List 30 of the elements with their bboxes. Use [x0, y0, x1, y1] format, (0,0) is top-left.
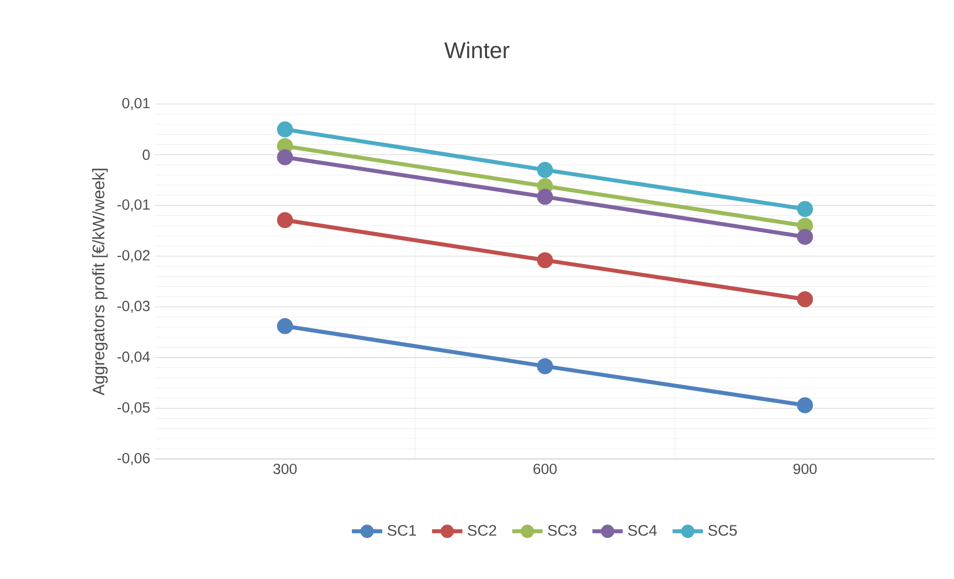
- x-tick-label: 600: [534, 464, 557, 474]
- y-tick-label: -0,02: [118, 250, 150, 262]
- y-tick-label: -0,06: [118, 452, 150, 466]
- x-tick-label: 900: [793, 464, 817, 474]
- point: [277, 121, 294, 138]
- point: [277, 212, 294, 228]
- point: [537, 358, 554, 374]
- legend-label: SC1: [388, 524, 416, 536]
- legend-label: SC5: [708, 524, 737, 536]
- point: [797, 228, 814, 245]
- x-tick-label: 300: [273, 464, 297, 474]
- y-tick-label: -0,01: [118, 199, 150, 212]
- y-tick-label: -0,03: [118, 300, 150, 313]
- point: [797, 397, 814, 414]
- point: [797, 291, 814, 308]
- legend-label: SC4: [628, 524, 657, 536]
- point: [277, 149, 294, 166]
- point: [277, 318, 294, 334]
- y-tick-label: -0,04: [118, 352, 150, 364]
- point: [797, 200, 814, 217]
- legend-label: SC3: [548, 524, 576, 536]
- point: [537, 252, 554, 268]
- point: [537, 162, 554, 178]
- legend-label: SC2: [468, 524, 496, 536]
- chart-title: Winter: [444, 42, 510, 58]
- y-axis-title: Aggregators profit [€/kW/week]: [92, 168, 108, 396]
- point: [537, 188, 554, 205]
- y-tick-label: 0,01: [122, 98, 150, 110]
- y-tick-label: 0: [142, 150, 150, 160]
- y-tick-label: -0,05: [118, 402, 150, 414]
